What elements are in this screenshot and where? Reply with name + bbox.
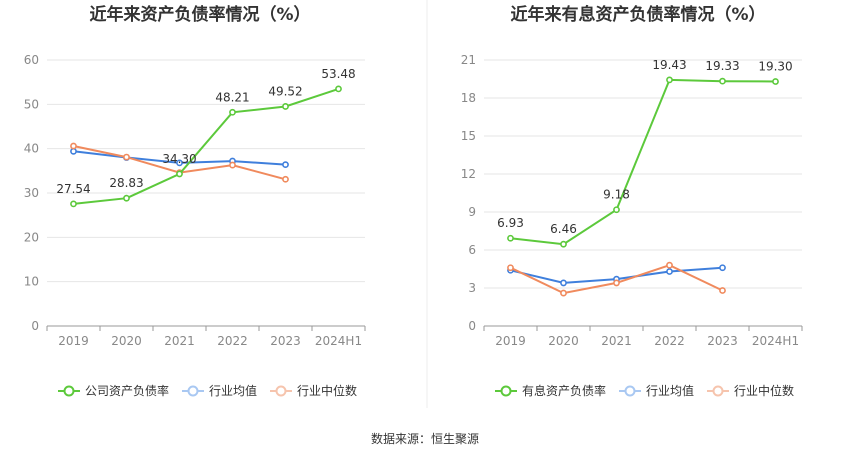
y-tick-label: 60 <box>24 53 39 67</box>
data-point <box>560 289 567 297</box>
data-point <box>507 234 514 242</box>
x-tick-label: 2020 <box>548 334 579 348</box>
legend-label: 行业中位数 <box>297 383 357 398</box>
y-tick-label: 50 <box>24 97 39 111</box>
data-point <box>176 170 183 178</box>
x-tick-label: 2023 <box>707 334 738 348</box>
data-point <box>335 85 342 93</box>
y-tick-label: 21 <box>461 53 476 67</box>
plot-right: 0 3 6 9 12 15 18 21 2019 2020 2021 2022 2023 2024H1 6.… <box>461 53 803 348</box>
data-point <box>507 264 514 272</box>
y-tick-label: 20 <box>24 230 39 244</box>
x-tick-label: 2024H1 <box>315 334 362 348</box>
legend-item[interactable]: 行业中位数 <box>270 383 357 398</box>
data-point <box>560 279 567 287</box>
legend-marker <box>275 385 287 397</box>
y-tick-label: 15 <box>461 129 476 143</box>
data-point <box>666 268 673 275</box>
data-point <box>282 103 289 110</box>
legend-label: 行业中位数 <box>734 383 794 398</box>
plot-left: 0 10 20 30 40 50 60 2019 2020 2021 2022 2023 2024H1 2… <box>24 53 366 348</box>
data-point <box>176 159 183 167</box>
data-point <box>70 147 77 155</box>
y-tick-label: 0 <box>468 319 476 333</box>
legend-item[interactable]: 行业均值 <box>619 383 694 398</box>
data-point <box>719 77 726 85</box>
legend-marker <box>500 385 512 397</box>
legend-item[interactable]: 有息资产负债率 <box>495 383 606 398</box>
data-point <box>123 194 130 202</box>
legend-item[interactable]: 行业中位数 <box>707 383 794 398</box>
x-tick-label: 2019 <box>495 334 526 348</box>
data-source: 数据来源：恒生聚源 <box>371 431 479 446</box>
data-label: 9.18 <box>603 188 630 202</box>
x-tick-label: 2019 <box>58 334 89 348</box>
y-tick-label: 18 <box>461 91 476 105</box>
data-point <box>229 161 236 169</box>
data-point <box>613 279 620 287</box>
chart-title-left: 近年来资产负债率情况（%） <box>89 4 310 25</box>
x-tick-label: 2022 <box>217 334 248 348</box>
x-tick-label: 2024H1 <box>752 334 799 348</box>
y-tick-label: 3 <box>468 281 476 295</box>
data-point <box>123 153 130 161</box>
data-point <box>613 206 620 214</box>
legend-left: 公司资产负债率 行业均值 行业中位数 <box>58 383 357 398</box>
data-point <box>666 261 673 269</box>
series-line-0 <box>510 78 776 246</box>
data-label: 19.43 <box>652 58 686 72</box>
x-tick-label: 2020 <box>111 334 142 348</box>
data-label: 28.83 <box>109 176 143 190</box>
data-label: 53.48 <box>321 67 355 81</box>
series-line-0 <box>73 87 339 205</box>
legend-right: 有息资产负债率 行业均值 行业中位数 <box>495 383 794 398</box>
y-tick-label: 0 <box>31 319 39 333</box>
data-point <box>719 287 726 294</box>
data-label: 34.30 <box>162 152 196 166</box>
x-tick-label: 2021 <box>164 334 195 348</box>
data-point <box>666 76 673 84</box>
data-point <box>229 108 236 116</box>
data-point <box>560 240 567 248</box>
legend-label: 行业均值 <box>646 383 694 398</box>
data-point <box>70 142 77 150</box>
y-tick-label: 10 <box>24 275 39 289</box>
data-label: 49.52 <box>268 84 302 98</box>
y-tick-label: 12 <box>461 167 476 181</box>
data-label: 19.33 <box>705 59 739 73</box>
y-tick-label: 30 <box>24 186 39 200</box>
legend-item[interactable]: 行业均值 <box>182 383 257 398</box>
x-tick-label: 2023 <box>270 334 301 348</box>
legend-marker <box>63 385 75 397</box>
data-point <box>70 200 77 208</box>
y-tick-label: 40 <box>24 142 39 156</box>
data-label: 27.54 <box>56 182 90 196</box>
legend-label: 有息资产负债率 <box>522 383 606 398</box>
x-tick-label: 2021 <box>601 334 632 348</box>
legend-marker <box>187 385 199 397</box>
data-point <box>282 175 289 183</box>
legend-label: 公司资产负债率 <box>85 383 169 398</box>
data-label: 6.93 <box>497 216 524 230</box>
y-tick-label: 6 <box>468 243 476 257</box>
data-point <box>282 161 289 169</box>
legend-marker <box>624 385 636 397</box>
legend-label: 行业均值 <box>209 383 257 398</box>
legend-marker <box>712 385 724 397</box>
y-tick-label: 9 <box>468 205 476 219</box>
legend-item[interactable]: 公司资产负债率 <box>58 383 169 398</box>
data-label: 19.30 <box>758 60 792 74</box>
data-label: 6.46 <box>550 222 577 236</box>
data-label: 48.21 <box>215 90 249 104</box>
x-tick-label: 2022 <box>654 334 685 348</box>
data-point <box>772 78 779 85</box>
data-point <box>719 264 726 272</box>
chart-title-right: 近年来有息资产负债率情况（%） <box>510 4 765 25</box>
